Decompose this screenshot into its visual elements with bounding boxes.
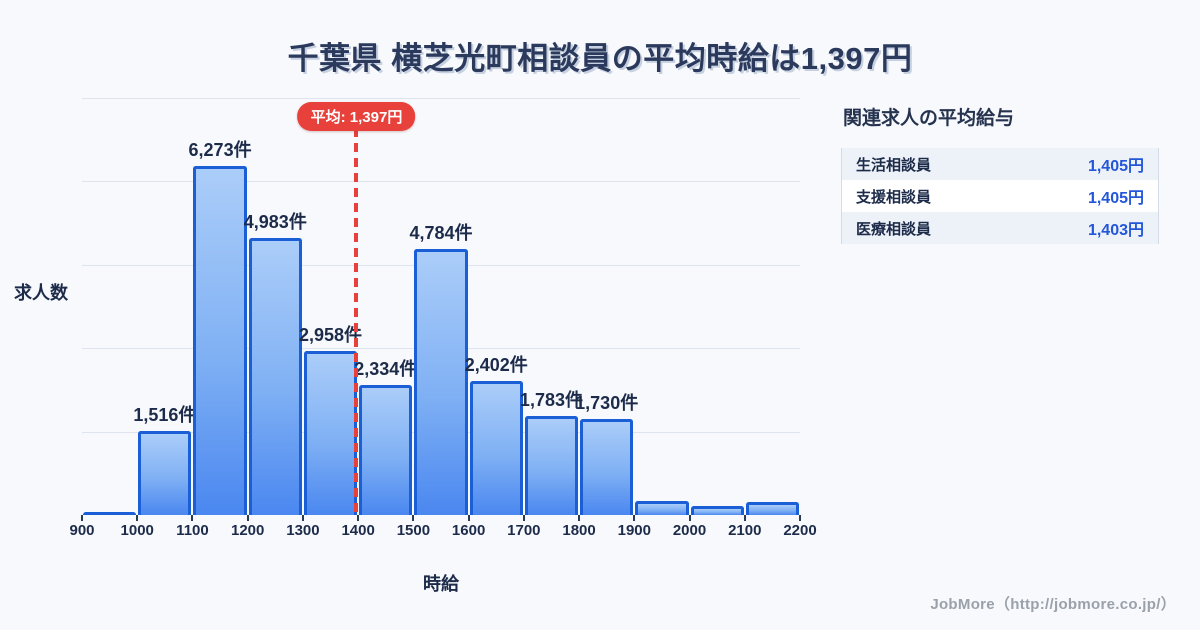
histogram-bar bbox=[469, 381, 523, 515]
y-axis-label: 求人数 bbox=[14, 283, 68, 303]
x-tick-label: 1000 bbox=[120, 522, 154, 539]
related-job-value: 1,405円 bbox=[1087, 158, 1144, 175]
histogram-bar bbox=[745, 501, 799, 515]
related-job-row: 生活相談員 1,405円 bbox=[842, 148, 1158, 180]
average-line bbox=[354, 128, 359, 515]
related-job-row: 医療相談員 1,403円 bbox=[842, 212, 1158, 244]
x-tick-label: 900 bbox=[69, 522, 95, 539]
related-jobs-title: 関連求人の平均給与 bbox=[843, 108, 1015, 129]
gridline bbox=[82, 181, 800, 183]
x-axis-tick bbox=[633, 515, 636, 521]
x-axis-tick bbox=[522, 515, 525, 521]
histogram-bar bbox=[524, 415, 579, 515]
bar-value-label: 4,784件 bbox=[409, 223, 473, 244]
gridline bbox=[82, 98, 800, 99]
x-axis-tick bbox=[81, 515, 83, 521]
bar-value-label: 2,402件 bbox=[464, 355, 528, 376]
histogram-bar bbox=[138, 430, 192, 515]
bar-value-label: 2,334件 bbox=[354, 359, 418, 380]
x-axis-tick bbox=[799, 515, 801, 521]
related-job-row: 支援相談員 1,405円 bbox=[842, 180, 1158, 212]
histogram-bar bbox=[690, 505, 744, 515]
histogram-bar bbox=[248, 237, 302, 515]
x-axis-tick bbox=[743, 515, 746, 521]
wage-histogram: 1,516件 6,273件 4,983件 2,958件 2,334件 4,784件 2,40… bbox=[69, 98, 817, 539]
histogram-bar bbox=[83, 512, 137, 515]
histogram-bar bbox=[193, 166, 247, 515]
x-axis-label: 時給 bbox=[423, 574, 459, 594]
x-tick-label: 1500 bbox=[396, 522, 431, 539]
bar-value-label: 4,983件 bbox=[243, 211, 307, 232]
page-title: 千葉県 横芝光町相談員の平均時給は1,397円 bbox=[287, 41, 913, 76]
x-tick-label: 1800 bbox=[562, 522, 596, 539]
related-job-label: 医療相談員 bbox=[856, 220, 932, 238]
bar-value-label: 1,516件 bbox=[133, 404, 197, 425]
histogram-bar bbox=[359, 385, 413, 515]
x-axis-tick bbox=[301, 515, 304, 521]
related-job-label: 生活相談員 bbox=[856, 156, 932, 174]
x-tick-label: 1900 bbox=[617, 522, 651, 539]
x-tick-label: 1300 bbox=[286, 522, 320, 539]
x-tick-label: 1600 bbox=[451, 522, 486, 539]
x-axis-tick bbox=[578, 515, 581, 521]
x-tick-label: 2000 bbox=[672, 522, 707, 539]
x-axis-tick bbox=[246, 515, 249, 521]
x-tick-label: 2100 bbox=[728, 522, 762, 539]
bar-value-label: 2,958件 bbox=[299, 324, 363, 345]
x-axis-tick bbox=[467, 515, 470, 521]
x-axis-tick bbox=[136, 515, 139, 521]
x-axis-tick bbox=[412, 515, 415, 521]
histogram-bar bbox=[303, 350, 358, 515]
bar-value-label: 1,783件 bbox=[519, 389, 583, 410]
bar-value-label: 1,730件 bbox=[575, 392, 639, 413]
related-job-label: 支援相談員 bbox=[856, 188, 932, 206]
x-tick-label: 1400 bbox=[341, 522, 375, 539]
related-jobs-table: 生活相談員 1,405円 支援相談員 1,405円 医療相談員 1,403円 bbox=[841, 148, 1159, 244]
average-badge: 平均: 1,397円 bbox=[297, 102, 416, 131]
histogram-bar bbox=[414, 249, 468, 515]
x-tick-label: 2200 bbox=[783, 522, 817, 539]
bar-value-label: 6,273件 bbox=[188, 140, 252, 161]
x-tick-label: 1700 bbox=[507, 522, 541, 539]
site-credit: JobMore（http://jobmore.co.jp/） bbox=[930, 596, 1176, 613]
histogram-bar bbox=[580, 418, 634, 515]
related-job-value: 1,405円 bbox=[1087, 190, 1144, 207]
x-axis-tick bbox=[191, 515, 194, 521]
x-tick-label: 1200 bbox=[231, 522, 265, 539]
related-job-value: 1,403円 bbox=[1087, 222, 1144, 239]
x-axis-tick bbox=[357, 515, 360, 521]
x-axis-tick bbox=[688, 515, 691, 521]
x-tick-label: 1100 bbox=[176, 522, 209, 539]
histogram-bar bbox=[635, 501, 689, 515]
